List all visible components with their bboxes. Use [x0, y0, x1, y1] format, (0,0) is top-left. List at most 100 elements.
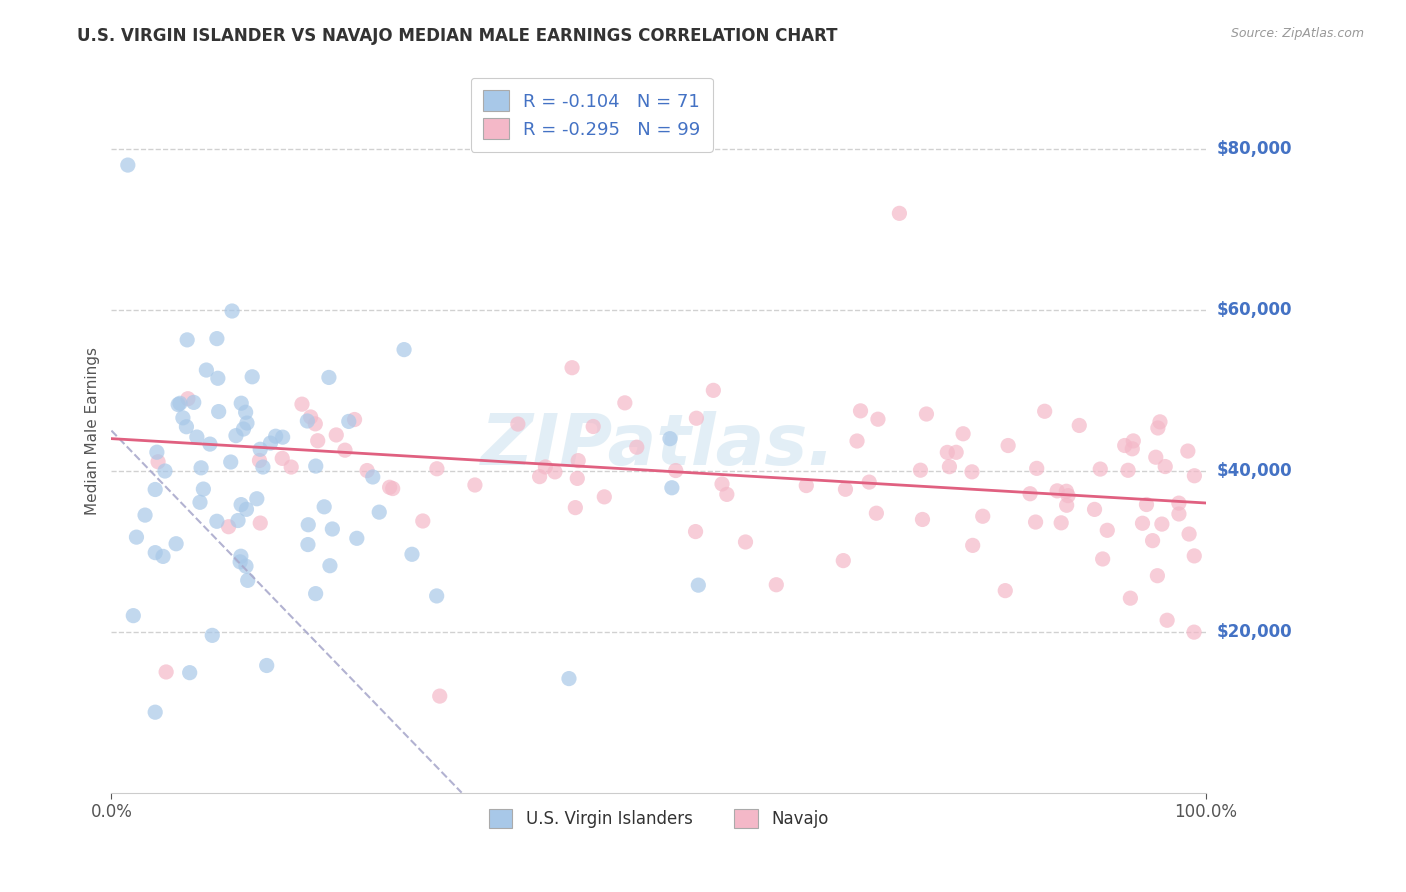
- Point: [252, 460, 274, 475]
- Point: [205, 332, 228, 346]
- Point: [1019, 487, 1042, 501]
- Point: [529, 469, 551, 483]
- Point: [193, 482, 215, 496]
- Point: [1182, 549, 1205, 563]
- Point: [994, 583, 1017, 598]
- Point: [865, 506, 887, 520]
- Text: ZIPatlas.: ZIPatlas.: [481, 410, 837, 480]
- Point: [179, 665, 201, 680]
- Point: [1142, 533, 1164, 548]
- Point: [205, 514, 228, 528]
- Point: [702, 384, 724, 398]
- Point: [1156, 613, 1178, 627]
- Point: [1146, 568, 1168, 582]
- Text: $20,000: $20,000: [1218, 623, 1292, 640]
- Point: [235, 559, 257, 574]
- Point: [208, 404, 231, 418]
- Point: [307, 434, 329, 448]
- Text: Source: ZipAtlas.com: Source: ZipAtlas.com: [1230, 27, 1364, 40]
- Point: [544, 465, 567, 479]
- Point: [1025, 515, 1047, 529]
- Point: [264, 429, 287, 443]
- Point: [889, 206, 911, 220]
- Point: [304, 586, 326, 600]
- Point: [1050, 516, 1073, 530]
- Point: [765, 578, 787, 592]
- Point: [849, 404, 872, 418]
- Point: [256, 658, 278, 673]
- Point: [297, 414, 319, 428]
- Text: $60,000: $60,000: [1218, 301, 1292, 319]
- Point: [426, 462, 449, 476]
- Point: [337, 414, 360, 428]
- Point: [201, 628, 224, 642]
- Point: [866, 412, 889, 426]
- Point: [1177, 444, 1199, 458]
- Point: [221, 304, 243, 318]
- Point: [229, 498, 252, 512]
- Point: [155, 665, 177, 679]
- Point: [1114, 438, 1136, 452]
- Point: [1132, 516, 1154, 531]
- Point: [271, 430, 294, 444]
- Point: [249, 516, 271, 530]
- Point: [659, 432, 682, 446]
- Point: [235, 405, 257, 419]
- Point: [207, 371, 229, 385]
- Point: [711, 477, 734, 491]
- Point: [1135, 498, 1157, 512]
- Point: [297, 538, 319, 552]
- Point: [321, 522, 343, 536]
- Point: [186, 430, 208, 444]
- Point: [1091, 552, 1114, 566]
- Point: [319, 558, 342, 573]
- Text: $80,000: $80,000: [1218, 140, 1292, 158]
- Point: [1154, 459, 1177, 474]
- Point: [368, 505, 391, 519]
- Point: [169, 396, 191, 410]
- Point: [1119, 591, 1142, 606]
- Point: [271, 451, 294, 466]
- Point: [685, 411, 707, 425]
- Point: [936, 445, 959, 459]
- Point: [626, 440, 648, 454]
- Point: [665, 464, 688, 478]
- Point: [226, 514, 249, 528]
- Point: [1056, 498, 1078, 512]
- Point: [1149, 415, 1171, 429]
- Point: [299, 409, 322, 424]
- Point: [249, 453, 271, 467]
- Point: [1167, 507, 1189, 521]
- Point: [911, 512, 934, 526]
- Point: [858, 475, 880, 489]
- Point: [176, 419, 198, 434]
- Point: [232, 422, 254, 436]
- Point: [297, 517, 319, 532]
- Point: [1069, 418, 1091, 433]
- Point: [392, 343, 415, 357]
- Point: [318, 370, 340, 384]
- Point: [1121, 442, 1143, 456]
- Point: [832, 553, 855, 567]
- Point: [325, 428, 347, 442]
- Point: [188, 495, 211, 509]
- Point: [794, 478, 817, 492]
- Point: [558, 672, 581, 686]
- Point: [506, 417, 529, 431]
- Point: [143, 546, 166, 560]
- Point: [960, 465, 983, 479]
- Point: [240, 369, 263, 384]
- Point: [231, 396, 253, 410]
- Point: [1150, 517, 1173, 532]
- Point: [688, 578, 710, 592]
- Legend: U.S. Virgin Islanders, Navajo: U.S. Virgin Islanders, Navajo: [482, 803, 835, 835]
- Text: $40,000: $40,000: [1218, 462, 1292, 480]
- Point: [1182, 625, 1205, 640]
- Point: [613, 396, 636, 410]
- Point: [567, 453, 589, 467]
- Point: [143, 483, 166, 497]
- Point: [834, 483, 856, 497]
- Point: [1025, 461, 1047, 475]
- Point: [172, 410, 194, 425]
- Point: [567, 471, 589, 485]
